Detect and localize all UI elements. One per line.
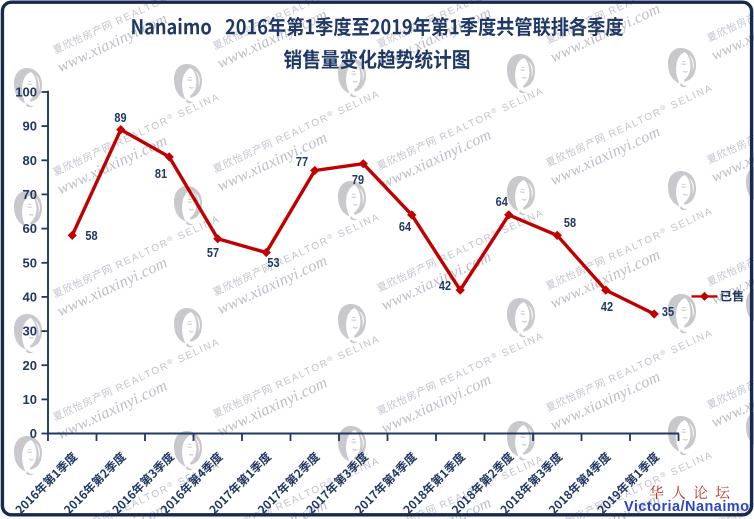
svg-text:58: 58 [564, 215, 576, 230]
svg-text:57: 57 [207, 245, 219, 260]
svg-text:70: 70 [23, 187, 37, 202]
svg-text:30: 30 [23, 324, 37, 339]
svg-text:90: 90 [23, 119, 37, 134]
svg-text:40: 40 [23, 290, 37, 305]
svg-text:42: 42 [601, 299, 613, 314]
svg-text:42: 42 [439, 278, 451, 293]
svg-text:Victoria/Nanaimo: Victoria/Nanaimo [624, 499, 749, 515]
svg-text:79: 79 [352, 172, 364, 187]
svg-text:64: 64 [496, 194, 509, 209]
svg-text:77: 77 [296, 154, 308, 169]
svg-text:81: 81 [155, 166, 167, 181]
svg-text:58: 58 [85, 228, 97, 243]
svg-text:64: 64 [399, 219, 412, 234]
svg-text:50: 50 [23, 255, 37, 270]
svg-text:0: 0 [30, 426, 37, 441]
svg-text:10: 10 [23, 392, 37, 407]
svg-text:100: 100 [15, 85, 37, 100]
svg-text:35: 35 [662, 304, 674, 319]
svg-text:60: 60 [23, 221, 37, 236]
svg-text:80: 80 [23, 153, 37, 168]
svg-text:89: 89 [114, 110, 126, 125]
svg-text:53: 53 [267, 255, 279, 270]
svg-text:20: 20 [23, 358, 37, 373]
